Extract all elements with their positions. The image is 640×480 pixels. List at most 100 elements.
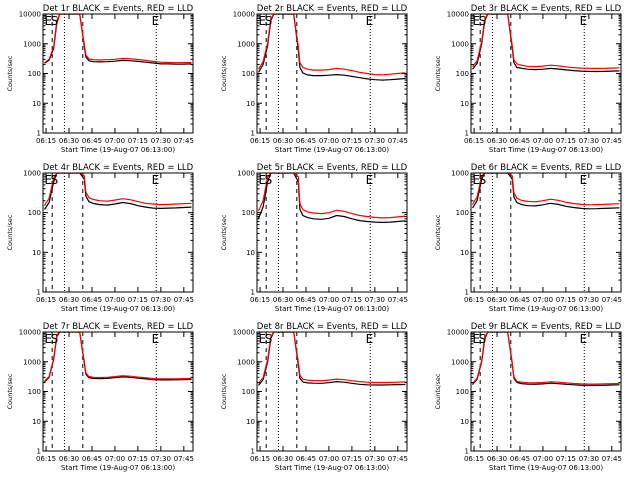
- x-tick-label: 07:30: [151, 455, 171, 463]
- x-tick-label: 06:45: [296, 455, 316, 463]
- x-tick-label: 06:15: [464, 296, 484, 304]
- x-tick-label: 07:45: [602, 296, 622, 304]
- y-tick-label: 1: [251, 289, 255, 297]
- x-tick-label: 07:00: [105, 455, 125, 463]
- x-axis-label: Start Time (19-Aug-07 06:13:00): [61, 464, 175, 472]
- y-tick-label: 1000: [23, 358, 41, 366]
- x-tick-label: 06:30: [487, 455, 507, 463]
- panel-6: Det 6r BLACK = Events, RED = LLD 1 10 100 10…: [434, 163, 622, 313]
- y-tick-label: 100: [28, 388, 41, 396]
- x-axis-label: Start Time (19-Aug-07 06:13:00): [489, 146, 603, 154]
- panel-4: Det 4r BLACK = Events, RED = LLD 1 10 100 10…: [6, 163, 194, 313]
- phase-marker-1: E: [259, 332, 267, 346]
- phase-marker-1: E: [259, 14, 267, 28]
- series-events-line: [43, 173, 192, 210]
- x-axis-label: Start Time (19-Aug-07 06:13:00): [61, 146, 175, 154]
- y-tick-label: 100: [242, 209, 255, 217]
- x-tick-label: 07:15: [342, 455, 362, 463]
- y-tick-label: 100: [28, 70, 41, 78]
- x-tick-label: 07:45: [602, 137, 622, 145]
- panel-5: Det 5r BLACK = Events, RED = LLD 1 10 100 10…: [220, 163, 408, 313]
- panel-title: Det 3r BLACK = Events, RED = LLD: [471, 4, 622, 14]
- y-tick-label: 1: [465, 130, 469, 138]
- x-tick-label: 07:45: [174, 455, 194, 463]
- plot-frame: [470, 331, 622, 452]
- series-events-line: [257, 173, 406, 224]
- series-events-line: [44, 332, 192, 383]
- x-tick-label: 07:00: [319, 455, 339, 463]
- plot-frame: [256, 13, 408, 134]
- x-tick-label: 06:30: [59, 455, 79, 463]
- x-tick-label: 07:15: [342, 137, 362, 145]
- phase-marker-3: E: [366, 173, 374, 187]
- y-tick-label: 1: [251, 448, 255, 456]
- phase-marker-3: E: [366, 332, 374, 346]
- plot-frame: [256, 172, 408, 293]
- series-events-line: [472, 332, 620, 386]
- x-tick-label: 07:15: [556, 455, 576, 463]
- series-lld-line: [44, 332, 192, 382]
- x-tick-label: 06:45: [82, 455, 102, 463]
- y-tick-label: 1: [37, 130, 41, 138]
- x-tick-label: 06:45: [510, 296, 530, 304]
- y-tick-label: 10: [246, 249, 255, 257]
- phase-marker-1: E: [45, 14, 53, 28]
- y-tick-label: 10: [32, 100, 41, 108]
- series-events-line: [257, 14, 406, 81]
- x-tick-label: 07:45: [174, 296, 194, 304]
- panel-8: Det 8r BLACK = Events, RED = LLD 1 10 100 10…: [220, 322, 408, 472]
- x-tick-label: 07:15: [128, 455, 148, 463]
- phase-marker-1: E: [45, 173, 53, 187]
- y-tick-label: 100: [456, 388, 469, 396]
- y-tick-label: 1000: [23, 40, 41, 48]
- x-tick-label: 06:30: [273, 296, 293, 304]
- y-tick-label: 10: [460, 418, 469, 426]
- x-tick-label: 07:30: [579, 455, 599, 463]
- x-axis-label: Start Time (19-Aug-07 06:13:00): [275, 146, 389, 154]
- x-tick-label: 07:45: [174, 137, 194, 145]
- y-tick-label: 10: [32, 249, 41, 257]
- x-tick-label: 06:15: [36, 137, 56, 145]
- panel-title: Det 8r BLACK = Events, RED = LLD: [257, 322, 408, 332]
- y-tick-label: 10000: [233, 329, 255, 337]
- x-axis-label: Start Time (19-Aug-07 06:13:00): [275, 464, 389, 472]
- x-tick-label: 06:15: [250, 296, 270, 304]
- phase-marker-3: E: [580, 332, 588, 346]
- x-tick-label: 06:15: [250, 137, 270, 145]
- y-tick-label: 10: [246, 100, 255, 108]
- x-axis-label: Start Time (19-Aug-07 06:13:00): [275, 305, 389, 313]
- series-lld-line: [258, 332, 406, 384]
- plot-frame: [42, 331, 194, 452]
- y-tick-label: 10: [460, 249, 469, 257]
- y-tick-label: 100: [456, 209, 469, 217]
- x-tick-label: 07:00: [105, 137, 125, 145]
- y-tick-label: 10000: [447, 11, 469, 19]
- y-tick-label: 1000: [451, 40, 469, 48]
- y-axis-label: Counts/sec: [220, 214, 228, 250]
- panel-title: Det 1r BLACK = Events, RED = LLD: [43, 4, 194, 14]
- phase-marker-3: E: [366, 14, 374, 28]
- phase-marker-2: S: [479, 173, 487, 187]
- y-tick-label: 1000: [451, 170, 469, 178]
- series-events-line: [44, 14, 192, 65]
- x-tick-label: 07:00: [105, 296, 125, 304]
- x-tick-label: 07:30: [365, 455, 385, 463]
- y-axis-label: Counts/sec: [6, 55, 14, 91]
- phase-marker-3: E: [580, 14, 588, 28]
- plot-frame: [470, 172, 622, 293]
- y-axis-label: Counts/sec: [6, 373, 14, 409]
- x-tick-label: 06:15: [36, 296, 56, 304]
- y-axis-label: Counts/sec: [220, 55, 228, 91]
- phase-marker-3: E: [152, 173, 160, 187]
- series-events-line: [471, 173, 620, 210]
- series-lld-line: [43, 173, 192, 207]
- x-tick-label: 07:30: [365, 137, 385, 145]
- x-tick-label: 06:30: [273, 455, 293, 463]
- panel-title: Det 2r BLACK = Events, RED = LLD: [257, 4, 408, 14]
- x-tick-label: 06:30: [487, 296, 507, 304]
- phase-marker-3: E: [152, 14, 160, 28]
- x-tick-label: 06:45: [510, 137, 530, 145]
- series-events-line: [472, 14, 620, 73]
- y-tick-label: 1: [37, 448, 41, 456]
